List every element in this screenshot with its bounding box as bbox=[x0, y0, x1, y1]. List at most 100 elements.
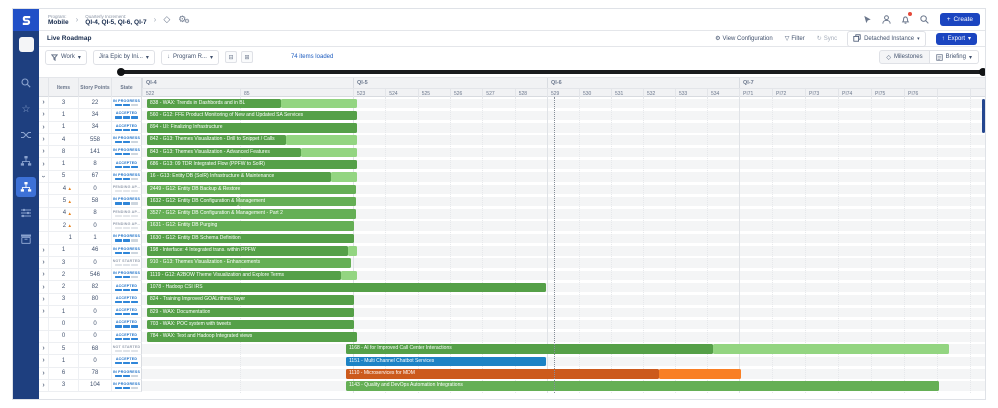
epic-bar[interactable] bbox=[281, 98, 357, 108]
row-expand-cell[interactable]: › bbox=[39, 306, 49, 319]
row-expand-cell[interactable]: › bbox=[39, 133, 49, 147]
epic-bar[interactable] bbox=[346, 356, 546, 367]
epic-bar[interactable] bbox=[346, 369, 659, 379]
expand-all-button[interactable]: ⊞ bbox=[240, 51, 253, 63]
epic-bar[interactable] bbox=[147, 319, 354, 330]
epic-bar[interactable] bbox=[147, 221, 354, 231]
program-selector[interactable]: Program: Mobile bbox=[48, 14, 69, 26]
expand-chevron-icon[interactable]: › bbox=[42, 295, 45, 303]
jira-align-logo[interactable] bbox=[13, 9, 39, 31]
expand-chevron-icon[interactable]: › bbox=[42, 381, 45, 389]
diamond-icon[interactable]: ◇ bbox=[163, 14, 171, 24]
expand-chevron-icon[interactable]: › bbox=[42, 148, 45, 156]
epic-bar[interactable] bbox=[713, 344, 949, 354]
row-expand-cell[interactable]: › bbox=[39, 170, 49, 184]
expand-chevron-icon[interactable]: › bbox=[42, 369, 45, 377]
epic-bar[interactable] bbox=[147, 209, 356, 219]
expand-chevron-icon[interactable]: › bbox=[42, 123, 45, 131]
epic-bar[interactable] bbox=[331, 172, 357, 182]
epic-bar[interactable] bbox=[147, 246, 348, 256]
export-button[interactable]: ↑ Export ▾ bbox=[935, 32, 977, 45]
epic-bar[interactable] bbox=[147, 172, 331, 182]
row-expand-cell[interactable]: › bbox=[39, 281, 49, 294]
notifications-bell-icon[interactable] bbox=[900, 11, 913, 25]
row-expand-cell[interactable]: › bbox=[39, 367, 49, 380]
expand-chevron-icon[interactable]: › bbox=[42, 259, 45, 266]
epic-bar[interactable] bbox=[341, 270, 357, 281]
epic-bar[interactable] bbox=[147, 98, 281, 108]
row-expand-cell[interactable]: › bbox=[39, 355, 49, 368]
epic-bar[interactable] bbox=[147, 233, 354, 244]
row-expand-cell[interactable]: › bbox=[39, 97, 49, 110]
epic-bar[interactable] bbox=[147, 282, 546, 293]
epic-bar[interactable] bbox=[147, 295, 354, 305]
sidebar-item-search[interactable] bbox=[16, 73, 36, 93]
milestones-toggle[interactable]: ◇ Milestones bbox=[879, 50, 930, 64]
row-expand-cell[interactable]: › bbox=[39, 256, 49, 270]
expand-chevron-icon[interactable]: › bbox=[42, 99, 45, 107]
row-expand-cell[interactable]: › bbox=[39, 269, 49, 282]
epic-bar[interactable] bbox=[147, 307, 354, 318]
user-icon[interactable] bbox=[881, 14, 892, 25]
briefing-button[interactable]: Briefing ▾ bbox=[929, 50, 979, 64]
epic-bar[interactable] bbox=[147, 196, 238, 207]
expand-chevron-icon[interactable]: › bbox=[42, 357, 45, 365]
expand-chevron-icon[interactable]: › bbox=[42, 160, 45, 168]
expand-chevron-icon[interactable]: › bbox=[42, 271, 45, 279]
expand-chevron-icon[interactable]: › bbox=[42, 111, 45, 119]
sidebar-item-favorites[interactable]: ☆ bbox=[16, 99, 36, 119]
epic-bar[interactable] bbox=[147, 159, 357, 170]
epic-bar[interactable] bbox=[346, 344, 713, 354]
grouping-dropdown[interactable]: Jira Epic by Ini... ▾ bbox=[92, 49, 155, 65]
epic-bar[interactable] bbox=[659, 369, 741, 379]
row-expand-cell[interactable]: › bbox=[39, 158, 49, 171]
epic-bar[interactable] bbox=[147, 110, 357, 121]
row-expand-cell[interactable]: › bbox=[39, 342, 49, 356]
epic-bar[interactable] bbox=[238, 196, 356, 207]
search-icon[interactable] bbox=[919, 14, 930, 25]
expand-chevron-icon[interactable]: › bbox=[42, 308, 45, 316]
expand-chevron-icon[interactable]: › bbox=[42, 246, 45, 254]
row-expand-cell[interactable]: › bbox=[39, 109, 49, 122]
epic-bar[interactable] bbox=[346, 381, 939, 391]
sidebar-item-program-board[interactable] bbox=[16, 177, 36, 197]
epic-bar[interactable] bbox=[147, 332, 357, 342]
collapse-all-button[interactable]: ⊟ bbox=[224, 51, 237, 63]
epic-bar[interactable] bbox=[348, 246, 357, 256]
row-expand-cell[interactable]: › bbox=[39, 121, 49, 134]
filter-button[interactable]: ▽ Filter bbox=[784, 35, 805, 43]
sort-dropdown[interactable]: ↓ Program R... ▾ bbox=[160, 49, 219, 65]
epic-bar[interactable] bbox=[147, 270, 341, 281]
row-expand-cell[interactable]: › bbox=[39, 293, 49, 307]
sidebar-item-archive[interactable] bbox=[16, 229, 36, 249]
sidebar-item-shuffle[interactable] bbox=[16, 125, 36, 145]
work-dropdown[interactable]: Work ▾ bbox=[45, 49, 87, 65]
vertical-scrollbar-thumb[interactable] bbox=[982, 99, 985, 133]
row-expand-cell[interactable]: › bbox=[39, 146, 49, 159]
create-button[interactable]: + Create bbox=[939, 13, 980, 26]
epic-bar[interactable] bbox=[301, 147, 357, 158]
expand-chevron-icon[interactable]: › bbox=[42, 283, 45, 291]
row-expand-cell[interactable]: › bbox=[39, 379, 49, 393]
view-configuration-button[interactable]: ⚙ View Configuration bbox=[715, 35, 773, 43]
sidebar-item-settings[interactable] bbox=[16, 203, 36, 223]
app-switcher-tile[interactable] bbox=[18, 37, 34, 52]
epic-bar[interactable] bbox=[286, 135, 357, 145]
epic-bar[interactable] bbox=[147, 135, 286, 145]
sync-button[interactable]: ↻ Sync bbox=[816, 35, 838, 43]
epic-bar[interactable] bbox=[147, 147, 301, 158]
row-expand-cell[interactable]: › bbox=[39, 244, 49, 257]
epic-bar[interactable] bbox=[147, 258, 351, 268]
epic-bar[interactable] bbox=[147, 184, 356, 195]
expand-chevron-icon[interactable]: › bbox=[42, 136, 45, 144]
quarterly-increment-selector[interactable]: Quarterly Increment: QI-4, QI-5, QI-6, Q… bbox=[85, 14, 146, 26]
scrubber-left-handle[interactable] bbox=[117, 68, 125, 76]
epic-bar[interactable] bbox=[147, 123, 357, 133]
scrubber-right-handle[interactable] bbox=[979, 68, 985, 76]
collapse-chevron-icon[interactable]: › bbox=[40, 175, 47, 178]
detached-instance-dropdown[interactable]: Detached Instance ▾ bbox=[847, 30, 926, 47]
expand-chevron-icon[interactable]: › bbox=[42, 345, 45, 353]
scrubber-track[interactable] bbox=[121, 70, 985, 74]
sidebar-item-hierarchy[interactable] bbox=[16, 151, 36, 171]
gears-icon[interactable]: ⚙ ⚙ bbox=[178, 14, 190, 25]
